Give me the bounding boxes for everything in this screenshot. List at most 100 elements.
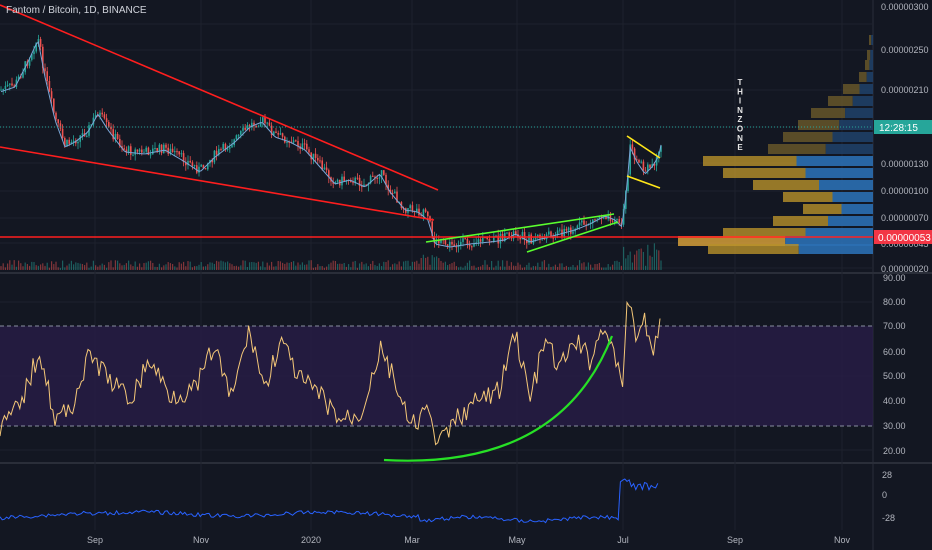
volume-bar (603, 267, 605, 270)
candle-body (358, 177, 361, 187)
candle-body (499, 233, 502, 244)
volume-bar (506, 260, 508, 270)
descending-support-trendline[interactable] (0, 146, 435, 221)
candle-body (389, 189, 392, 193)
volume-bar (627, 255, 629, 270)
candle-body (9, 83, 11, 85)
volume-bar (546, 267, 548, 270)
time-tick: Sep (87, 535, 103, 545)
rsi-tick: 70.00 (883, 321, 906, 331)
candle-body (418, 208, 420, 216)
candle-body (369, 175, 372, 184)
volume-bar (266, 262, 268, 270)
candle-body (526, 240, 528, 244)
support-tag-bg (874, 230, 932, 244)
volume-bar (0, 266, 2, 270)
volume-bar (345, 266, 347, 270)
volume-bar (255, 262, 257, 270)
vp-row-gold (865, 60, 870, 70)
volume-bar (198, 264, 200, 270)
candle-body (530, 234, 532, 244)
candle-body (193, 165, 196, 167)
candle-body (464, 238, 466, 240)
rsi-curve-annotation[interactable] (383, 335, 614, 462)
candle-body (508, 232, 510, 237)
vp-row-gold (798, 120, 840, 130)
candle-body (306, 143, 308, 150)
volume-bar (376, 265, 378, 270)
candle-body (488, 238, 491, 242)
rsi-tick: 90.00 (883, 273, 906, 283)
volume-bar (262, 261, 264, 270)
volume-bar (400, 266, 402, 270)
candle-body (149, 154, 152, 156)
volume-bar (277, 261, 279, 270)
time-tick: Nov (834, 535, 851, 545)
volume-bar (92, 260, 94, 270)
volume-bar (172, 264, 174, 270)
volume-bar (128, 260, 130, 270)
vp-row-gold (828, 96, 853, 106)
volume-bar (33, 262, 35, 270)
candle-body (376, 178, 378, 180)
volume-bar (383, 261, 385, 270)
volume-bar (579, 260, 581, 270)
vp-row-gold (811, 108, 846, 118)
candle-body (240, 130, 242, 135)
volume-bar (165, 264, 167, 270)
channel-lower-line[interactable] (526, 221, 619, 253)
volume-bar (565, 265, 567, 270)
vp-row-gold (703, 156, 797, 166)
volume-bar (235, 265, 237, 270)
volume-bar (44, 265, 46, 270)
vp-row-blue (805, 228, 873, 238)
volume-bar (640, 248, 642, 270)
vp-row-gold (867, 50, 871, 60)
volume-bar (436, 256, 438, 270)
candle-body (451, 241, 453, 245)
flag-lower-line[interactable] (626, 175, 661, 189)
thin-zone-letter: O (737, 125, 743, 134)
channel-upper-line[interactable] (425, 213, 615, 243)
volume-bar (20, 263, 22, 270)
candle-body (180, 153, 183, 155)
volume-bar (106, 267, 108, 270)
volume-bar (119, 263, 121, 270)
candle-body (354, 177, 356, 184)
candle-body (35, 42, 37, 52)
volume-bar (658, 250, 660, 270)
volume-bar (246, 267, 248, 270)
vp-row-blue (866, 72, 873, 82)
volume-bar (13, 260, 15, 270)
candle-body (229, 147, 231, 149)
volume-bar (205, 266, 207, 270)
volume-bar (158, 263, 160, 270)
volume-bar (15, 266, 17, 270)
thin-zone-letter: N (737, 106, 743, 115)
volume-bar (176, 267, 178, 270)
vp-row-gold (708, 244, 799, 254)
price-tick: 0.00000300 (881, 2, 929, 12)
candle-body (631, 144, 634, 149)
candle-body (420, 215, 422, 217)
candle-body (314, 153, 317, 158)
time-tick: 2020 (301, 535, 321, 545)
candle-body (431, 221, 433, 236)
volume-bar (407, 260, 409, 270)
vp-row-blue (839, 120, 873, 130)
descending-resistance-trendline[interactable] (0, 4, 439, 191)
candle-body (649, 164, 651, 168)
volume-bar (587, 262, 589, 270)
volume-bar (570, 266, 572, 270)
volume-bar (493, 267, 495, 270)
candle-body (147, 147, 150, 156)
flag-upper-line[interactable] (626, 135, 661, 159)
volume-bar (614, 261, 616, 270)
volume-bar (194, 266, 196, 270)
candle-body (636, 159, 638, 161)
volume-bar (422, 254, 424, 270)
volume-bar (9, 260, 11, 270)
candle-body (108, 122, 110, 127)
countdown-label: 12:28:15 (879, 123, 918, 134)
